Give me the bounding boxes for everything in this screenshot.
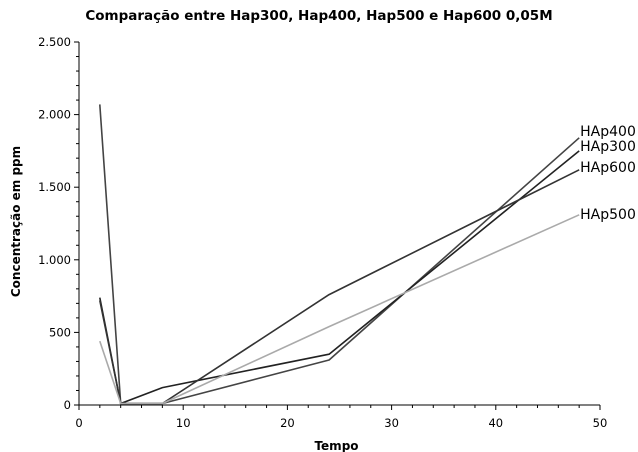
y-axis-title: Concentração em ppm <box>9 146 23 297</box>
x-tick-label: 30 <box>384 416 399 430</box>
y-tick-label: 2.500 <box>38 35 71 49</box>
y-tick-label: 0 <box>64 398 71 412</box>
series-line-hap400 <box>99 104 580 405</box>
series-line-hap500 <box>99 214 580 405</box>
series-line-hap600 <box>99 169 580 405</box>
x-tick-label: 40 <box>488 416 503 430</box>
series-layer <box>99 104 580 405</box>
chart-title: Comparação entre Hap300, Hap400, Hap500 … <box>85 8 553 24</box>
x-tick-label: 50 <box>593 416 608 430</box>
y-tick-label: 1.000 <box>38 253 71 267</box>
series-line-hap300 <box>99 150 580 405</box>
series-label-hap500: HAp500 <box>580 207 636 223</box>
x-tick-label: 20 <box>280 416 295 430</box>
y-tick-label: 2.000 <box>38 108 71 122</box>
series-label-hap300: HAp300 <box>580 139 636 155</box>
x-axis-title: Tempo <box>314 439 358 452</box>
series-label-hap400: HAp400 <box>580 124 636 140</box>
series-label-hap600: HAp600 <box>580 160 636 176</box>
y-tick-label: 500 <box>49 325 71 339</box>
chart-axes: 0 500 1.000 1.500 2.000 2.500 0 10 20 30 40 50 Tempo… <box>9 35 607 452</box>
x-tick-label: 10 <box>176 416 191 430</box>
x-tick-label: 0 <box>75 416 82 430</box>
y-tick-label: 1.500 <box>38 180 71 194</box>
